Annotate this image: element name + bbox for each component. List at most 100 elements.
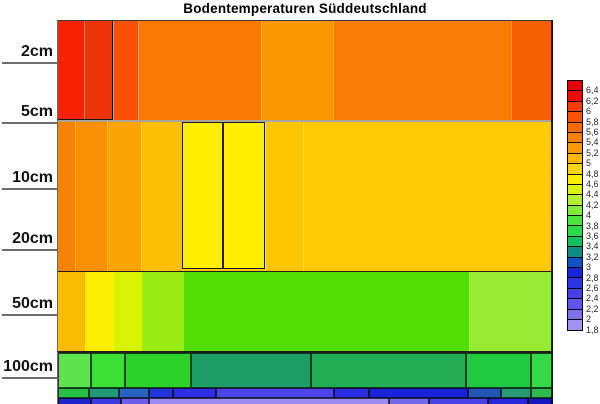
heatmap-cell — [113, 21, 138, 120]
heatmap-plot-area — [57, 20, 553, 404]
heatmap-cell — [89, 388, 119, 398]
heatmap-cell — [91, 398, 121, 404]
heatmap-cell — [173, 388, 216, 398]
legend-value-label: 2,8 — [586, 272, 599, 283]
depth-tick-label-50cm: 50cm — [12, 295, 53, 312]
heatmap-cell — [119, 388, 149, 398]
depth-tick-line — [2, 377, 57, 379]
heatmap-cell — [149, 388, 173, 398]
legend-swatch-3,2 — [568, 247, 582, 258]
depth-tick-line — [2, 62, 57, 64]
legend-value-label: 2 — [586, 314, 592, 325]
legend-swatch-5,4 — [568, 132, 582, 144]
chart-title: Bodentemperaturen Süddeutschland — [183, 1, 427, 16]
legend-value-label: 6,2 — [586, 95, 599, 106]
legend-value-label: 3 — [586, 262, 592, 273]
legend-swatch-4,2 — [568, 195, 582, 206]
heatmap-cell — [303, 122, 551, 271]
legend-swatch-4,4 — [568, 184, 582, 196]
heatmap-cell — [107, 122, 141, 271]
depth-5-20cm — [58, 122, 551, 271]
legend-swatch-6,4 — [568, 81, 582, 92]
legend-swatch-5,2 — [568, 143, 582, 154]
legend-value-label: 6 — [586, 106, 592, 117]
legend-value-label: 4,6 — [586, 179, 599, 189]
depth-tick-label-2cm: 2cm — [20, 43, 53, 60]
legend-value-label: 2,2 — [586, 303, 599, 314]
heatmap-cell — [58, 272, 85, 351]
depth-2cm — [58, 21, 551, 122]
legend-value-label: 5,8 — [586, 116, 599, 127]
legend-swatch-3,4 — [568, 236, 582, 248]
legend-swatch-4,6 — [568, 174, 582, 185]
heatmap-cell — [58, 388, 89, 398]
legend-value-label: 4 — [586, 210, 592, 221]
legend-value-label: 5 — [586, 158, 592, 169]
heatmap-cell — [528, 398, 551, 404]
legend-value-label: 5,6 — [586, 127, 599, 137]
depth-tick-line — [2, 249, 57, 251]
legend-swatch-6,2 — [568, 91, 582, 102]
heatmap-cell — [511, 21, 551, 120]
contour-cell-yellow — [182, 122, 265, 269]
depth-tick-label-5cm: 5cm — [20, 103, 53, 120]
legend-swatch-5,8 — [568, 112, 582, 123]
depth-tick-line — [2, 188, 57, 190]
heatmap-cell — [265, 122, 303, 271]
legend-swatch-2,8 — [568, 268, 582, 279]
heatmap-cell — [333, 21, 511, 120]
legend-value-label: 4,4 — [586, 189, 599, 200]
heatmap-cell — [191, 353, 311, 388]
heatmap-cell — [531, 353, 551, 388]
legend-swatch-4 — [568, 205, 582, 217]
heatmap-cell — [58, 398, 91, 404]
heatmap-cell — [183, 272, 469, 351]
legend-value-label: 1,8 — [586, 324, 599, 335]
legend-value-label: 5,4 — [586, 137, 599, 148]
below-100cm-row1 — [58, 388, 551, 398]
heatmap-cell — [468, 388, 501, 398]
legend-value-label: 5,2 — [586, 147, 599, 158]
legend-value-label: 2,4 — [586, 293, 599, 304]
heatmap-cell — [58, 353, 91, 388]
depth-100cm — [58, 353, 551, 388]
heatmap-cell — [311, 353, 466, 388]
legend-swatch-4,8 — [568, 164, 582, 175]
legend-value-label: 3,8 — [586, 220, 599, 231]
heatmap-cell — [261, 21, 333, 120]
heatmap-cell — [531, 388, 551, 398]
legend-swatch-5,6 — [568, 122, 582, 133]
depth-tick-label-20cm: 20cm — [12, 230, 53, 247]
legend-value-label: 4,8 — [586, 168, 599, 179]
heatmap-cell — [85, 272, 113, 351]
legend-value-label: 3,4 — [586, 241, 599, 252]
contour-cell-divider — [222, 123, 224, 268]
legend-color-scale — [567, 80, 583, 332]
legend-swatch-3,8 — [568, 216, 582, 227]
heatmap-cell — [429, 398, 488, 404]
heatmap-cell — [334, 388, 369, 398]
legend-value-label: 6,4 — [586, 85, 599, 96]
depth-tick-label-100cm: 100cm — [3, 358, 53, 375]
heatmap-cell — [141, 272, 183, 351]
depth-tick-label-10cm: 10cm — [12, 169, 53, 186]
heatmap-cell — [91, 353, 125, 388]
heatmap-cell — [469, 272, 551, 351]
heatmap-cell — [216, 388, 334, 398]
heatmap-cell — [113, 272, 141, 351]
legend-swatch-2,2 — [568, 299, 582, 310]
legend-value-label: 4,2 — [586, 199, 599, 210]
heatmap-cell — [149, 398, 389, 404]
heatmap-cell — [389, 398, 429, 404]
legend-value-label: 3,6 — [586, 231, 599, 241]
legend-swatch-6 — [568, 101, 582, 113]
heatmap-cell — [501, 388, 531, 398]
heatmap-cell — [84, 21, 113, 120]
legend-swatch-3 — [568, 257, 582, 269]
heatmap-cell — [369, 388, 468, 398]
heatmap-cell — [121, 398, 149, 404]
below-100cm-row2 — [58, 398, 551, 404]
heatmap-cell — [466, 353, 531, 388]
heatmap-cell — [125, 353, 191, 388]
legend-swatch-1,8 — [568, 319, 582, 331]
